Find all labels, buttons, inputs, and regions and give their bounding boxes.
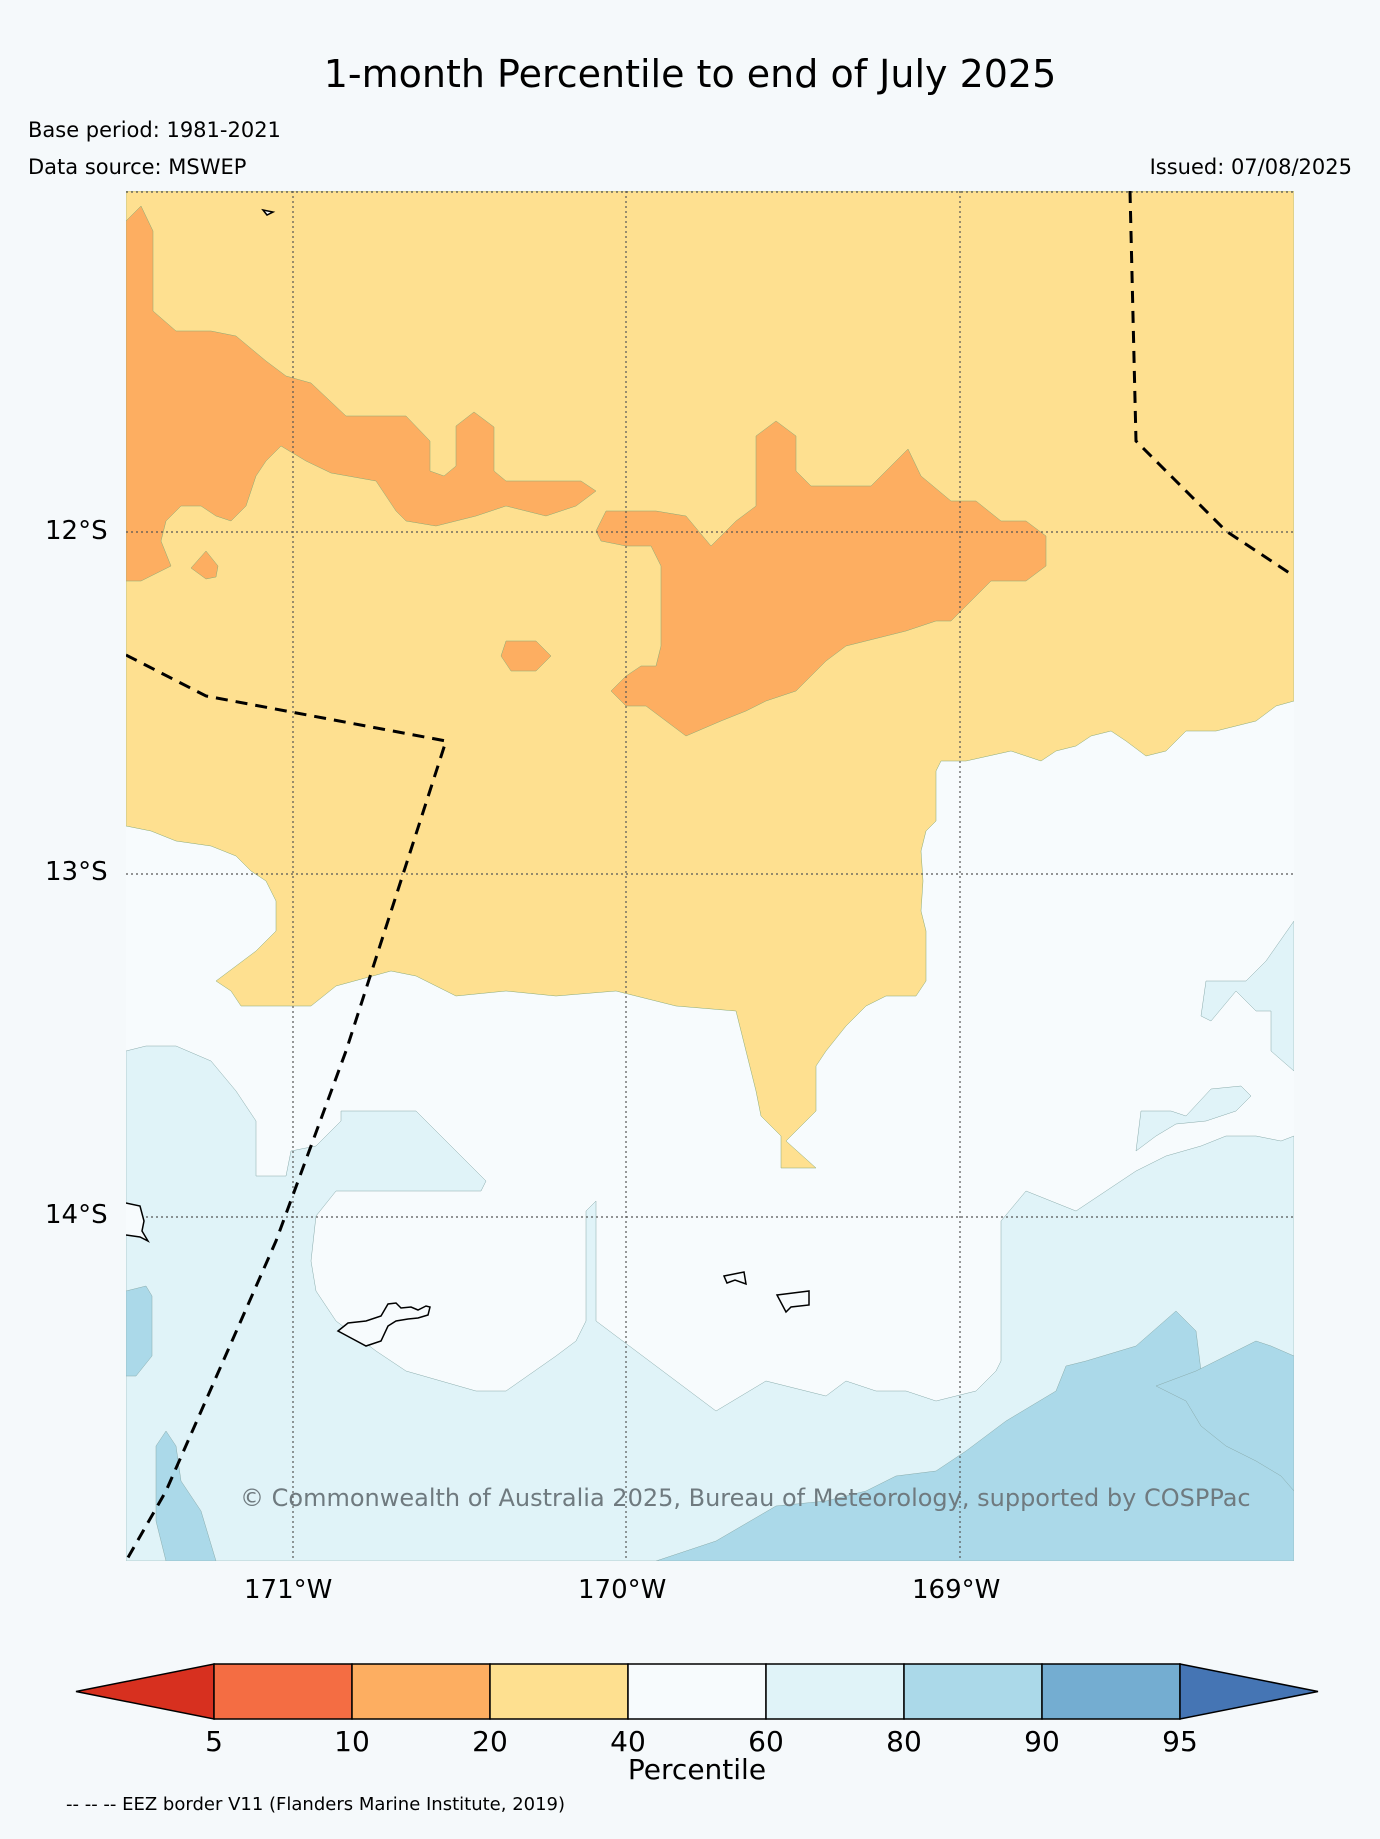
region-10-20-central bbox=[595, 420, 1047, 737]
lat-label-14s: 14°S bbox=[45, 1200, 108, 1230]
graticule bbox=[126, 191, 1294, 1561]
issued-date: Issued: 07/08/2025 bbox=[1149, 155, 1352, 179]
colorbar-label: Percentile bbox=[628, 1753, 766, 1780]
colorbar-tick-label: 90 bbox=[1024, 1725, 1060, 1758]
percentile-map bbox=[126, 191, 1294, 1561]
colorbar-tick-label: 95 bbox=[1162, 1725, 1198, 1758]
colorbar-bin bbox=[75, 1663, 215, 1720]
colorbar-tick-label: 20 bbox=[472, 1725, 508, 1758]
colorbar: 5 10 20 40 60 80 90 95 Percentile bbox=[75, 1663, 1319, 1780]
lat-label-12s: 12°S bbox=[45, 516, 108, 546]
colorbar-tick-label: 10 bbox=[334, 1725, 370, 1758]
colorbar-tick-label: 80 bbox=[886, 1725, 922, 1758]
base-period: Base period: 1981-2021 bbox=[28, 118, 281, 142]
region-10-20-west2 bbox=[190, 550, 219, 580]
eez-border bbox=[126, 191, 1294, 1561]
lon-label-169w: 169°W bbox=[912, 1575, 1001, 1605]
map-title: 1-month Percentile to end of July 2025 bbox=[323, 52, 1057, 96]
colorbar-tick-label: 60 bbox=[748, 1725, 784, 1758]
eez-footnote: -- -- -- EEZ border V11 (Flanders Marine… bbox=[66, 1794, 566, 1815]
colorbar-bin bbox=[765, 1663, 905, 1720]
colorbar-bin bbox=[489, 1663, 629, 1720]
colorbar-bin bbox=[1179, 1663, 1319, 1720]
lon-label-171w: 171°W bbox=[244, 1575, 333, 1605]
colorbar-bin bbox=[627, 1663, 767, 1720]
colorbar-tick-label: 40 bbox=[610, 1725, 646, 1758]
lon-label-170w: 170°W bbox=[578, 1575, 667, 1605]
region-80-90-east bbox=[1155, 1340, 1294, 1492]
colorbar-bin bbox=[351, 1663, 491, 1720]
colorbar-tick-label: 5 bbox=[205, 1725, 223, 1758]
copyright-notice: © Commonwealth of Australia 2025, Bureau… bbox=[240, 1484, 1251, 1512]
colorbar-bin bbox=[213, 1663, 353, 1720]
colorbar-bin bbox=[1041, 1663, 1181, 1720]
region-60-80-east2 bbox=[1135, 1085, 1252, 1152]
region-10-20-west bbox=[126, 205, 597, 582]
region-80-90-southwest bbox=[155, 1430, 217, 1561]
region-80-90-west bbox=[126, 1285, 153, 1377]
data-source: Data source: MSWEP bbox=[28, 155, 247, 179]
region-60-80-east bbox=[1200, 920, 1294, 1072]
region-10-20-small bbox=[500, 640, 552, 672]
islands bbox=[126, 208, 810, 1347]
lat-label-13s: 13°S bbox=[45, 857, 108, 887]
colorbar-bin bbox=[903, 1663, 1043, 1720]
